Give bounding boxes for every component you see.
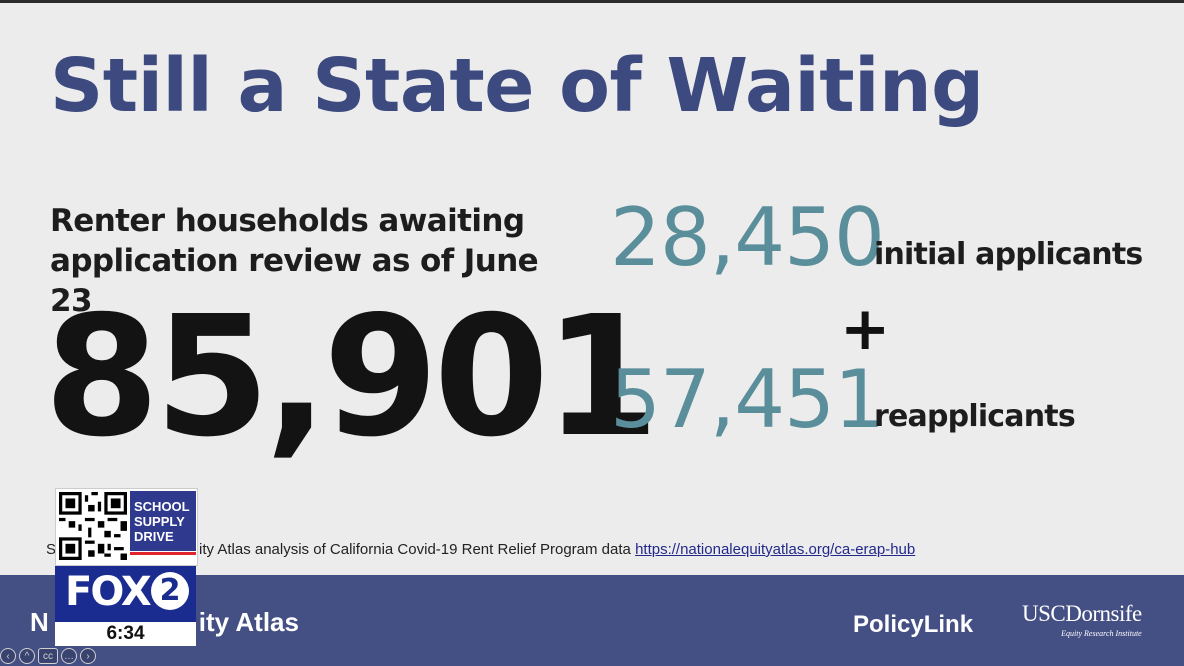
top-edge-line: [0, 0, 1184, 3]
school-supply-promo: SCHOOL SUPPLY DRIVE: [55, 488, 198, 566]
broadcast-clock: 6:34: [55, 622, 196, 646]
presentation-slide: Still a State of Waiting Renter househol…: [0, 3, 1184, 575]
usc-dornsife-text: USCDornsife: [1022, 601, 1142, 626]
more-icon[interactable]: …: [61, 648, 77, 664]
initial-applicants-number: 28,450: [610, 191, 885, 284]
fox2-logo: FOX 2: [55, 566, 196, 622]
footer-left-a: N: [30, 607, 49, 637]
source-link[interactable]: https://nationalequityatlas.org/ca-erap-…: [635, 541, 916, 558]
captions-icon[interactable]: cc: [38, 648, 58, 664]
total-households-number: 85,901: [44, 281, 660, 474]
usc-dornsife-logo: USCDornsife Equity Research Institute: [1022, 601, 1142, 638]
player-controls: ‹ ^ cc … ›: [0, 648, 96, 666]
promo-label: SCHOOL SUPPLY DRIVE: [130, 491, 196, 551]
source-prefix: S: [46, 541, 57, 558]
reapplicants-label: reapplicants: [874, 399, 1076, 434]
policylink-logo: PolicyLink: [853, 611, 974, 638]
footer-left-b: ity Atlas: [198, 607, 299, 637]
usc-dornsife-subtext: Equity Research Institute: [1061, 629, 1142, 638]
slide-subtitle: Renter households awaiting application r…: [50, 203, 539, 319]
channel-number: 2: [151, 572, 189, 610]
source-text: ity Atlas analysis of California Covid-1…: [199, 541, 631, 558]
plus-sign: +: [840, 294, 891, 364]
qr-code-icon: [59, 492, 127, 560]
slide-title: Still a State of Waiting: [50, 43, 984, 129]
back-icon[interactable]: ‹: [0, 648, 16, 664]
fox-wordmark: FOX: [65, 569, 152, 615]
promo-accent-line: [130, 552, 196, 555]
forward-icon[interactable]: ›: [80, 648, 96, 664]
up-icon[interactable]: ^: [19, 648, 35, 664]
reapplicants-number: 57,451: [610, 353, 885, 446]
initial-applicants-label: initial applicants: [874, 237, 1143, 272]
